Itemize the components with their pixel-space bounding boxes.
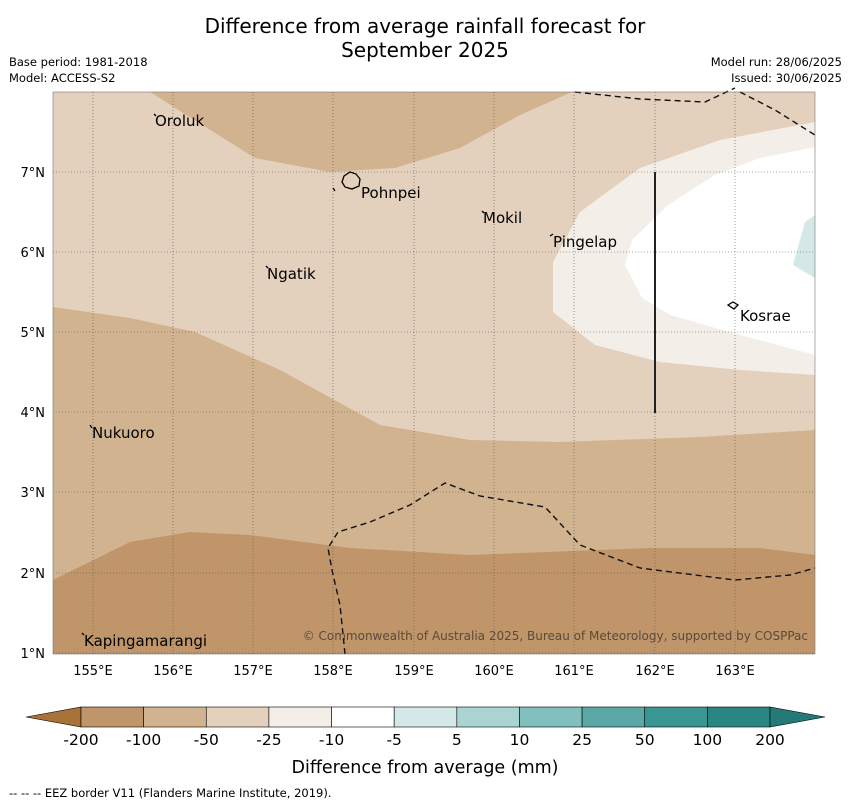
- place-kosrae: Kosrae: [740, 307, 791, 325]
- eez-border-northeast: [739, 91, 816, 136]
- pohnpei-island-shape: [341, 171, 361, 190]
- rainfall-field: [53, 92, 815, 654]
- chart-title-line1: Difference from average rainfall forecas…: [204, 14, 646, 38]
- longitude-label: 163°E: [715, 664, 755, 679]
- place-kapingamarangi: Kapingamarangi: [84, 632, 207, 650]
- oroluk-atoll-shape: [153, 113, 157, 117]
- band-plus5: [793, 215, 815, 278]
- latitude-label: 1°N: [21, 647, 46, 662]
- eez-legend-note: -- -- -- EEZ border V11 (Flanders Marine…: [9, 786, 332, 800]
- latitude-label: 5°N: [21, 326, 46, 341]
- colorbar-swatch: [519, 706, 583, 728]
- map-frame: [52, 91, 816, 655]
- colorbar-swatch: [644, 706, 708, 728]
- chart-title-line2: September 2025: [341, 38, 509, 62]
- latitude-label: 6°N: [21, 246, 46, 261]
- longitude-label: 155°E: [73, 664, 113, 679]
- eez-border-north: [574, 87, 736, 103]
- colorbar-extend-high: [769, 706, 826, 728]
- colorbar-swatch: [143, 706, 207, 728]
- issued-date: Issued: 30/06/2025: [731, 71, 842, 85]
- band-minus100: [53, 532, 815, 654]
- kapingamarangi-atoll-shape: [81, 632, 85, 636]
- copyright-notice: © Commonwealth of Australia 2025, Bureau…: [303, 629, 808, 643]
- pingelap-atoll-shape: [549, 233, 554, 237]
- longitude-label: 160°E: [474, 664, 514, 679]
- place-nukuoro: Nukuoro: [92, 424, 155, 442]
- colorbar-swatch: [205, 706, 270, 728]
- eez-borders: [327, 87, 816, 655]
- longitude-label: 156°E: [153, 664, 193, 679]
- latitude-label: 2°N: [21, 567, 46, 582]
- latitude-label: 4°N: [21, 406, 46, 421]
- colorbar-tick-label: 50: [635, 731, 655, 749]
- colorbar-tick-label: 5: [452, 731, 462, 749]
- colorbar-swatch: [456, 706, 520, 728]
- eez-border-south: [327, 482, 816, 655]
- place-mokil: Mokil: [483, 209, 522, 227]
- longitude-label: 158°E: [313, 664, 353, 679]
- colorbar-title: Difference from average (mm): [291, 758, 558, 778]
- colorbar-tick-label: -100: [126, 731, 161, 749]
- band-minus5: [625, 147, 815, 355]
- longitude-axis: 155°E 156°E 157°E 158°E 159°E 160°E 161°E 162°E…: [73, 664, 755, 679]
- place-ngatik: Ngatik: [267, 265, 316, 283]
- place-labels: Oroluk Pohnpei Mokil Pingelap Ngatik Kos…: [84, 112, 791, 650]
- place-oroluk: Oroluk: [155, 112, 204, 130]
- colorbar-swatch: [331, 706, 395, 728]
- longitude-label: 159°E: [394, 664, 434, 679]
- nukuoro-atoll-shape: [89, 424, 93, 429]
- longitude-label: 157°E: [233, 664, 273, 679]
- ant-atoll-shape: [332, 187, 336, 192]
- latitude-label: 3°N: [21, 486, 46, 501]
- kosrae-island-shape: [726, 301, 740, 310]
- colorbar-tick-label: -50: [194, 731, 219, 749]
- model-run: Model run: 28/06/2025: [710, 55, 842, 69]
- islands: [81, 113, 740, 636]
- colorbar-tick-label: 200: [755, 731, 785, 749]
- colorbar-swatch: [393, 706, 458, 728]
- place-pingelap: Pingelap: [553, 233, 617, 251]
- ngatik-atoll-shape: [265, 265, 269, 269]
- latitude-label: 7°N: [21, 166, 46, 181]
- colorbar-swatch: [581, 706, 646, 728]
- latitude-axis: 7°N 6°N 5°N 4°N 3°N 2°N 1°N: [21, 166, 46, 662]
- colorbar-tick-label: 100: [693, 731, 723, 749]
- colorbar-tick-label: -10: [319, 731, 344, 749]
- colorbar-swatch: [268, 706, 332, 728]
- colorbar: -200 -100 -50 -25 -10 -5 5 10 25 50 100 200: [25, 706, 826, 749]
- colorbar-tick-label: 25: [572, 731, 592, 749]
- colorbar-swatch: [80, 706, 144, 728]
- colorbar-tick-label: -200: [63, 731, 98, 749]
- colorbar-tick-label: -5: [386, 731, 401, 749]
- colorbar-extend-low: [25, 706, 82, 728]
- colorbar-swatch: [707, 706, 771, 728]
- model-name: Model: ACCESS-S2: [9, 71, 116, 85]
- colorbar-tick-label: 10: [510, 731, 530, 749]
- base-period: Base period: 1981-2018: [9, 55, 148, 69]
- longitude-label: 162°E: [635, 664, 675, 679]
- colorbar-tick-label: -25: [256, 731, 281, 749]
- longitude-label: 161°E: [554, 664, 594, 679]
- mokil-atoll-shape: [481, 210, 485, 214]
- place-pohnpei: Pohnpei: [361, 184, 421, 202]
